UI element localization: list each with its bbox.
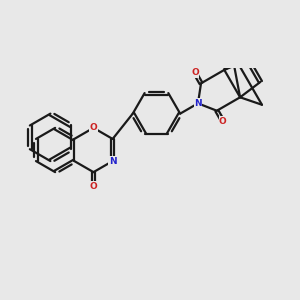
Text: N: N bbox=[194, 99, 202, 108]
Text: O: O bbox=[90, 182, 98, 191]
Text: O: O bbox=[219, 117, 227, 126]
Text: N: N bbox=[109, 157, 116, 166]
Text: O: O bbox=[90, 123, 98, 132]
Text: O: O bbox=[191, 68, 199, 77]
